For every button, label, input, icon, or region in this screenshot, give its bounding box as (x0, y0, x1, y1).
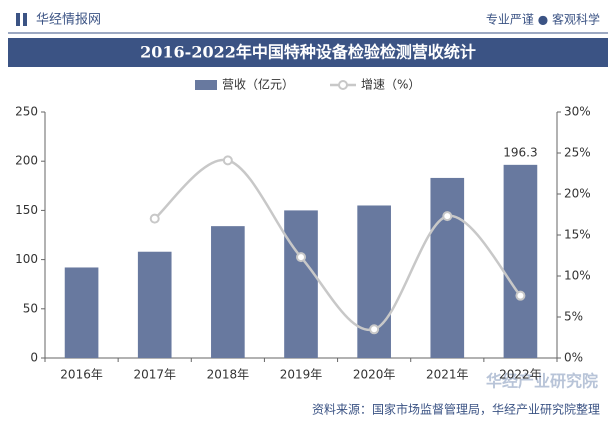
bar (64, 267, 99, 358)
value-label: 196.3 (503, 145, 537, 159)
y2-tick-label: 5% (564, 310, 583, 324)
y-tick-label: 100 (15, 252, 38, 266)
line-point (222, 155, 233, 166)
line-point (296, 252, 306, 263)
x-tick-label: 2021年 (426, 368, 469, 382)
y-tick-label: 200 (15, 154, 38, 168)
chart-title: 2016-2022年中国特种设备检验检测营收统计 (140, 43, 476, 62)
y-tick-label: 0 (30, 351, 38, 365)
y2-tick-label: 15% (564, 228, 591, 242)
bar (503, 164, 538, 358)
source: 资料来源：国家市场监督管理局，华经产业研究院整理 (312, 402, 600, 417)
legend-label: 营收（亿元） (222, 77, 294, 92)
y-tick-label: 250 (15, 105, 38, 119)
bar (284, 210, 318, 358)
slogan: 专业严谨 ● 客观科学 (486, 12, 600, 27)
x-tick-label: 2017年 (133, 368, 176, 382)
bar (430, 177, 465, 358)
legend-swatch (195, 80, 217, 90)
line-point (515, 290, 526, 301)
line-point (369, 324, 380, 335)
brand: 华经情报网 (36, 13, 101, 28)
bar (137, 251, 172, 358)
y2-tick-label: 10% (564, 269, 591, 283)
legend-label: 增速（%） (361, 78, 420, 92)
line-point (149, 213, 160, 224)
x-tick-label: 2018年 (207, 368, 250, 382)
line-point (442, 211, 453, 222)
x-tick-label: 2022年 (499, 368, 542, 382)
title-band (8, 38, 608, 67)
bar (357, 205, 391, 358)
y-tick-label: 150 (15, 203, 38, 217)
logo-icon (16, 13, 20, 26)
logo-icon (23, 13, 27, 26)
y2-tick-label: 25% (564, 146, 591, 160)
y-tick-label: 50 (23, 301, 38, 315)
y2-tick-label: 20% (564, 187, 591, 201)
x-tick-label: 2020年 (353, 368, 396, 382)
x-tick-label: 2019年 (280, 368, 323, 382)
y2-tick-label: 0% (564, 351, 583, 365)
x-tick-label: 2016年 (60, 368, 103, 382)
y2-tick-label: 30% (564, 105, 591, 119)
bar (211, 226, 245, 358)
watermark-logo: 华经产业研究院 (486, 372, 598, 391)
legend-swatch (338, 80, 348, 90)
